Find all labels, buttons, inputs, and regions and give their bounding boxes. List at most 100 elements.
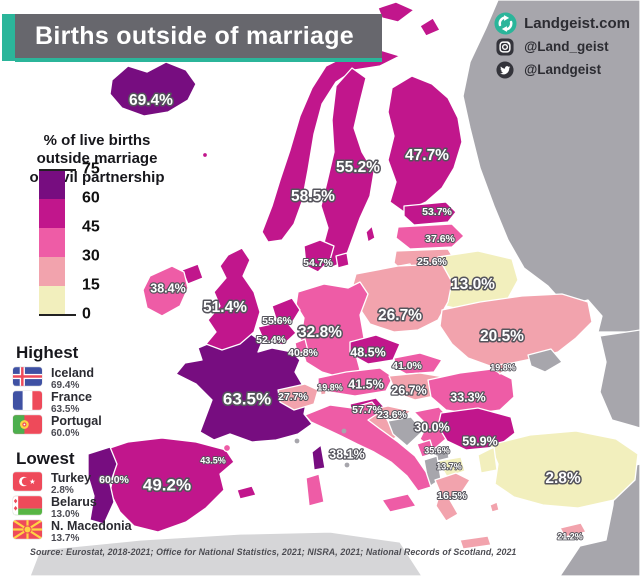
landmass-north-africa bbox=[29, 531, 423, 576]
country-latvia bbox=[395, 223, 465, 250]
highest-entry-portugal: Portugal 60.0% bbox=[13, 414, 102, 440]
instagram-handle: @Land_geist bbox=[524, 39, 609, 54]
portugal-flag-icon bbox=[13, 415, 42, 434]
website-label: Landgeist.com bbox=[524, 15, 630, 32]
country-iceland bbox=[109, 61, 197, 117]
country-ireland bbox=[142, 265, 189, 317]
map-label-luxembourg: 40.8% bbox=[288, 347, 318, 359]
country-estonia bbox=[403, 201, 457, 226]
lowest-2-country: Belarus bbox=[51, 495, 97, 509]
country-andorra bbox=[222, 443, 232, 453]
highest-1-value: 69.4% bbox=[51, 380, 80, 392]
region-sardinia bbox=[305, 473, 325, 507]
country-luxembourg bbox=[294, 338, 309, 354]
page-title: Births outside of marriage bbox=[35, 21, 354, 50]
region-greek-island bbox=[489, 501, 500, 513]
legend-band-45-60 bbox=[39, 199, 65, 228]
country-united-kingdom bbox=[205, 247, 261, 351]
highest-3-country: Portugal bbox=[51, 414, 102, 428]
country-montenegro bbox=[416, 439, 435, 458]
map-label-spain: 49.2% bbox=[143, 475, 191, 494]
legend-num-30: 30 bbox=[82, 247, 100, 265]
legend-band-60-75 bbox=[39, 170, 65, 199]
map-label-norway: 58.5% bbox=[291, 188, 335, 205]
country-denmark-zealand bbox=[335, 252, 350, 269]
country-slovakia bbox=[393, 352, 443, 375]
map-label-liechtenstein: 19.8% bbox=[317, 382, 343, 392]
turkey-flag-icon: ★ bbox=[13, 472, 42, 491]
map-label-portugal: 60.0% bbox=[99, 474, 129, 486]
lowest-heading: Lowest bbox=[16, 449, 75, 468]
legend-num-60: 60 bbox=[82, 189, 100, 207]
country-cyprus bbox=[559, 522, 587, 538]
map-label-moldova: 19.8% bbox=[490, 362, 516, 372]
legend-title: % of live births outside marriage or civ… bbox=[8, 132, 186, 187]
map-label-germany: 32.8% bbox=[298, 324, 342, 341]
map-label-belarus: 13.0% bbox=[451, 276, 495, 293]
instagram-icon bbox=[493, 37, 517, 56]
country-belgium bbox=[257, 320, 297, 346]
highest-1-country: Iceland bbox=[51, 366, 95, 380]
instagram-row: @Land_geist bbox=[493, 36, 630, 57]
map-label-italy: 38.1% bbox=[329, 447, 364, 461]
country-switzerland bbox=[277, 383, 319, 411]
legend-num-75: 75 bbox=[82, 160, 100, 178]
iceland-flag-icon bbox=[13, 367, 42, 386]
banner-background: Births outside of marriage bbox=[15, 14, 382, 58]
country-norway-svalbard bbox=[377, 1, 415, 23]
map-label-ukraine: 20.5% bbox=[480, 328, 524, 345]
map-label-montenegro: 35.6% bbox=[424, 445, 450, 455]
lowest-2-value: 13.0% bbox=[51, 509, 80, 521]
microstate-san-marino bbox=[341, 428, 347, 434]
country-sweden bbox=[320, 67, 375, 269]
title-banner: Births outside of marriage bbox=[2, 14, 382, 61]
banner-accent-bar bbox=[2, 14, 15, 61]
map-label-hungary: 26.7% bbox=[391, 383, 426, 397]
map-label-belgium: 52.4% bbox=[256, 334, 286, 346]
country-turkey-thrace bbox=[477, 446, 498, 474]
map-label-latvia: 37.6% bbox=[425, 233, 455, 245]
map-label-slovenia: 57.7% bbox=[352, 404, 382, 416]
region-corsica bbox=[311, 444, 326, 471]
belarus-flag-icon bbox=[13, 496, 42, 515]
landmass-caucasus bbox=[599, 329, 640, 429]
highest-3-value: 60.0% bbox=[51, 428, 80, 440]
map-label-czechia: 48.5% bbox=[350, 345, 385, 359]
map-label-cyprus: 21.2% bbox=[557, 531, 583, 541]
highest-entry-france: France 63.5% bbox=[13, 390, 92, 416]
highest-entry-iceland: Iceland 69.4% bbox=[13, 366, 95, 392]
legend-tick-top bbox=[39, 169, 76, 171]
lowest-3-value: 13.7% bbox=[51, 533, 80, 545]
map-label-sweden: 55.2% bbox=[336, 159, 380, 176]
map-label-iceland: 69.4% bbox=[129, 92, 173, 109]
map-label-andorra: 43.5% bbox=[200, 455, 226, 465]
source-attribution: Source: Eurostat, 2018-2021; Office for … bbox=[30, 547, 517, 557]
france-flag-icon bbox=[13, 391, 42, 410]
map-label-slovakia: 41.0% bbox=[392, 360, 422, 372]
country-denmark bbox=[303, 239, 335, 273]
legend-tick-bottom bbox=[39, 314, 76, 316]
map-label-poland: 26.7% bbox=[378, 307, 422, 324]
map-label-bulgaria: 59.9% bbox=[462, 434, 497, 448]
region-crete bbox=[459, 535, 492, 550]
country-norway-svalbard-2 bbox=[419, 17, 441, 37]
map-label-macedonia: 13.7% bbox=[436, 461, 462, 471]
lowest-1-value: 2.8% bbox=[51, 485, 74, 497]
microstate-monaco bbox=[294, 438, 300, 444]
lowest-entry-macedonia: N. Macedonia 13.7% bbox=[13, 519, 132, 545]
highest-heading: Highest bbox=[16, 343, 79, 362]
legend-num-0: 0 bbox=[82, 305, 91, 323]
country-norway bbox=[261, 47, 401, 243]
legend-num-45: 45 bbox=[82, 218, 100, 236]
map-label-austria: 41.5% bbox=[348, 377, 383, 391]
north-macedonia-flag-icon bbox=[13, 520, 42, 539]
region-sicily bbox=[381, 493, 417, 513]
country-netherlands bbox=[271, 297, 301, 324]
country-france bbox=[175, 331, 313, 443]
legend-band-30-45 bbox=[39, 228, 65, 257]
map-label-turkey: 2.8% bbox=[545, 470, 581, 487]
website-row: Landgeist.com bbox=[493, 12, 630, 35]
lowest-entry-turkey: ★ Turkey 2.8% bbox=[13, 471, 91, 497]
